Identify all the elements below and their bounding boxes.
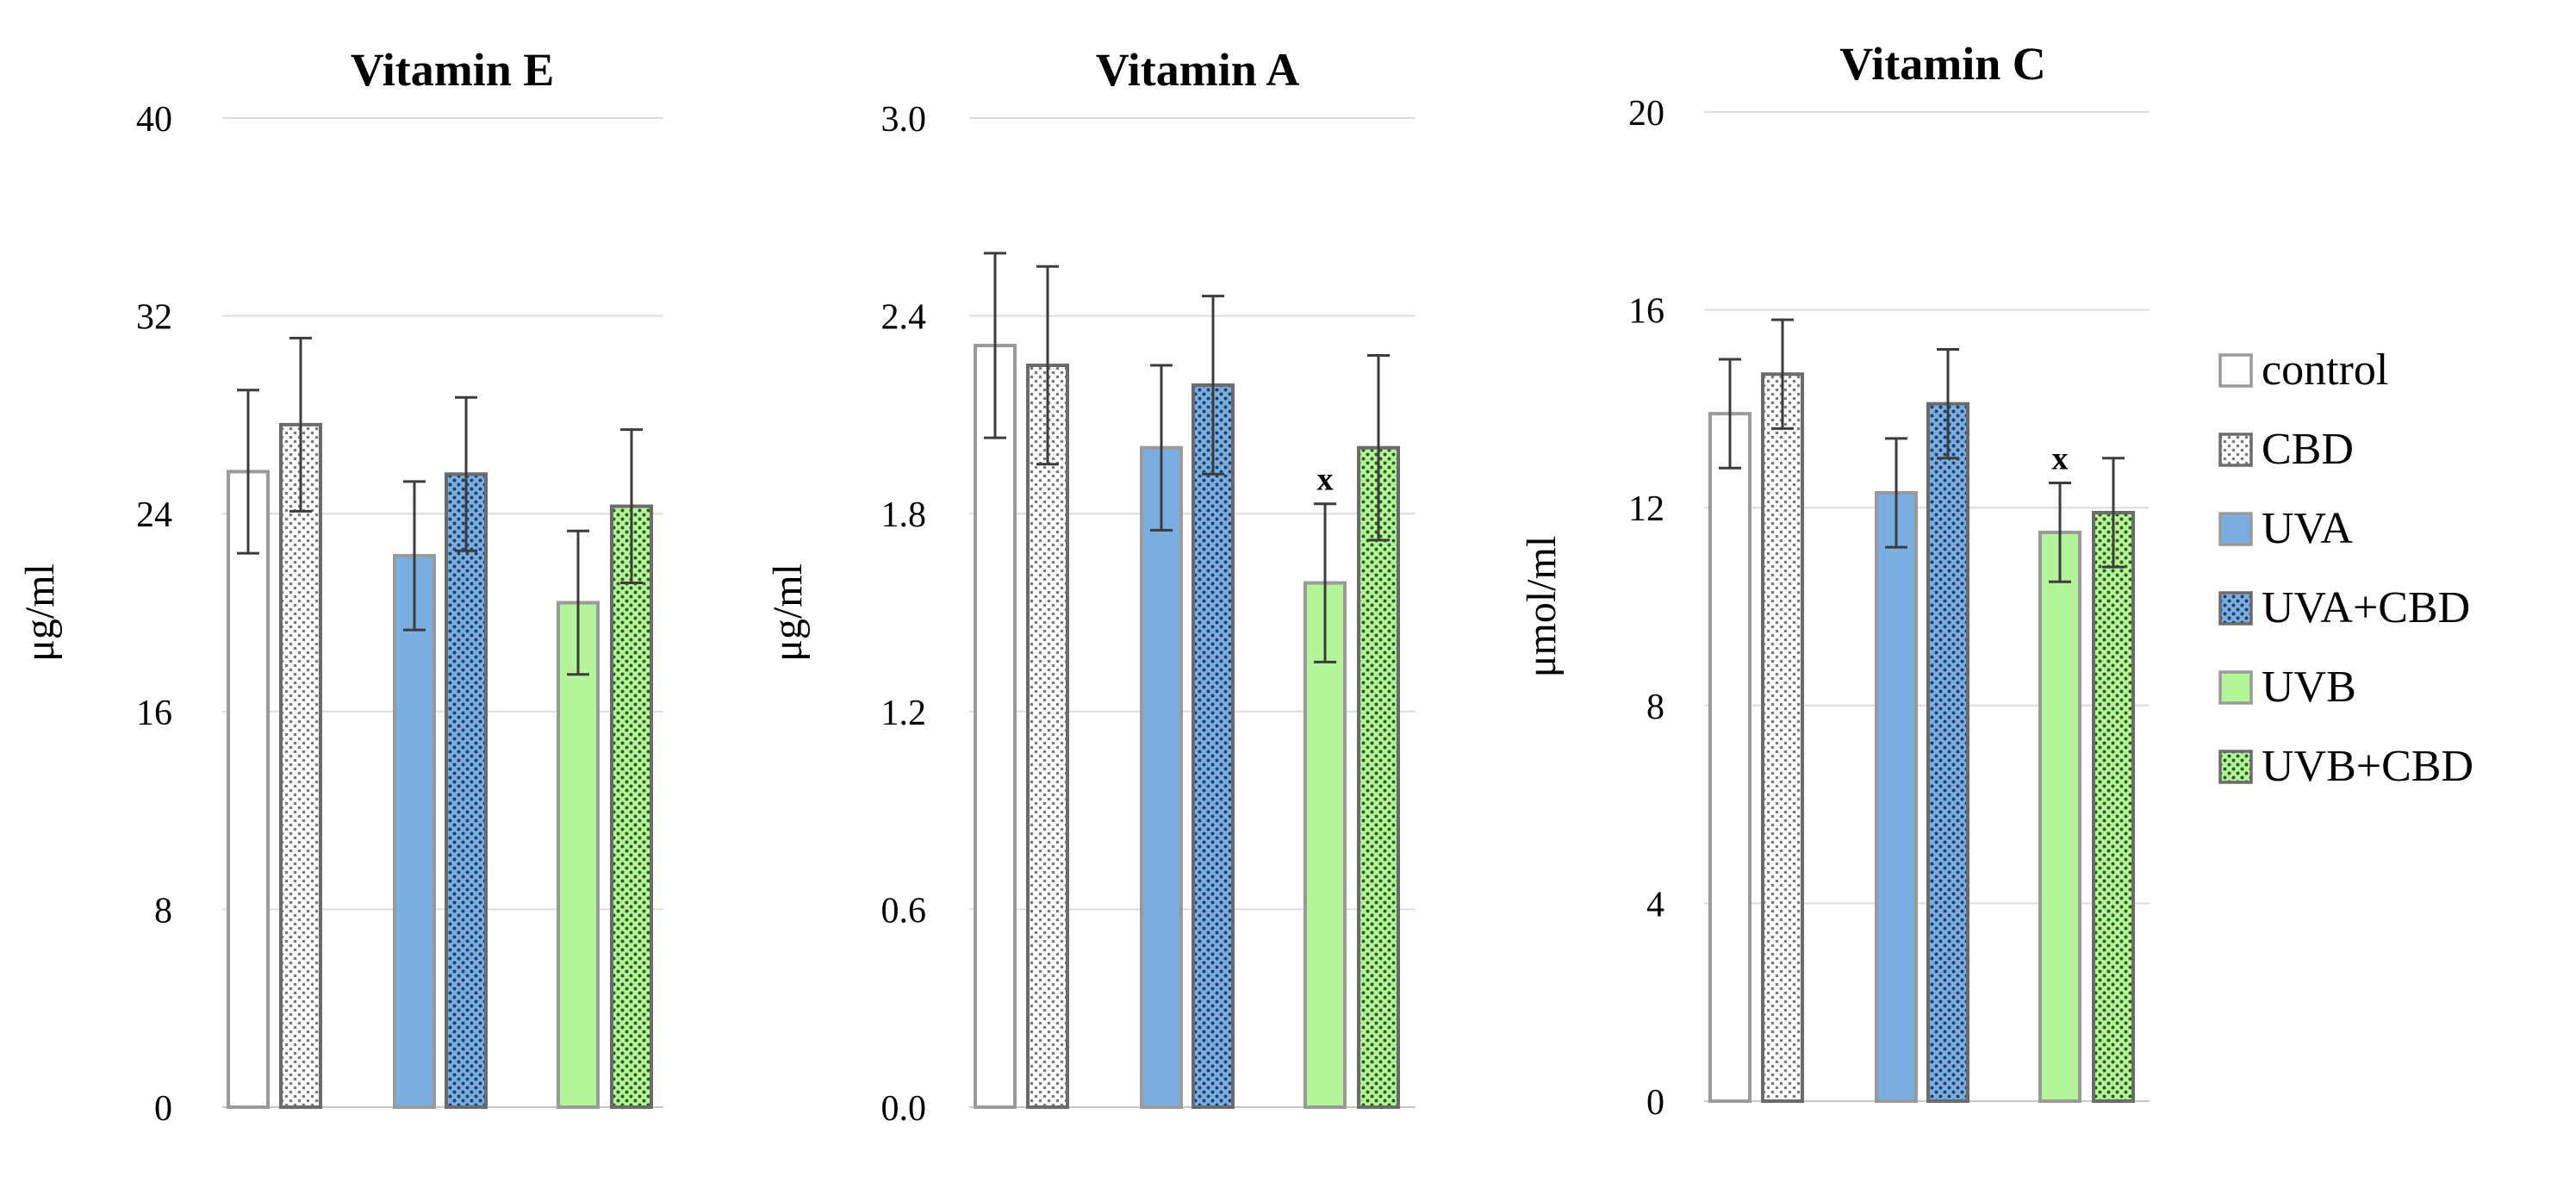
y-tick-label: 0 [1646,1083,1664,1123]
error-bar-cbd [1771,318,1794,430]
y-tick-label: 1.8 [881,495,927,535]
bar-uvb-cbd [1357,445,1400,1109]
y-tick-label: 8 [1646,688,1664,727]
bar-uvb [557,601,600,1109]
error-bar-uva [1150,364,1173,532]
y-tick-label: 3.0 [881,100,927,140]
error-bar-uva-cbd [1937,348,1959,460]
bar-control [227,470,270,1109]
chart-panel-vitamin-e: Vitamin E 0 8 16 24 32 40 μg/ml [17,44,663,1129]
bar-uva-cbd [445,472,488,1109]
legend-item-uvb: UVB [2218,663,2356,712]
bar-cbd [279,422,322,1109]
bar-control [974,344,1017,1110]
bar-uvb [2038,530,2081,1103]
bar-control [1708,412,1752,1103]
y-tick-label: 1.2 [881,694,927,733]
error-bar-uva [403,480,426,632]
error-bar-uvb [1314,502,1336,663]
error-bar-uvb-cbd [2102,457,2125,569]
error-bar-control [237,389,259,555]
bar-uvb-cbd [610,504,653,1109]
significance-marker: x [1317,462,1334,498]
y-axis-label: μg/ml [765,563,811,662]
error-bar-uvb [2049,482,2071,583]
legend-item-cbd: CBD [2218,425,2354,474]
legend-swatch [2218,591,2253,626]
y-tick-label: 0 [154,1089,172,1129]
y-tick-label: 8 [154,891,172,931]
bar-uva [393,553,436,1109]
y-axis-label: μmol/ml [1519,536,1565,677]
y-tick-label: 12 [1628,489,1664,529]
chart-title: Vitamin A [1096,44,1300,96]
error-bar-uva [1885,437,1907,549]
chart-panel-vitamin-a: Vitamin A 0.0 0.6 1.2 1.8 2.4 3.0 μg/ml x [765,44,1416,1129]
legend-item-uvb-cbd: UVB+CBD [2218,742,2473,791]
legend-label: UVB [2262,663,2356,712]
bar-cbd [1026,364,1069,1109]
legend-item-uva: UVA [2218,504,2353,553]
y-tick-label: 2.4 [881,298,927,338]
bar-uvb-cbd [2092,510,2135,1103]
bar-uva-cbd [1926,402,1969,1104]
legend-swatch [2218,433,2253,467]
chart-title: Vitamin E [351,44,555,96]
y-tick-label: 0.0 [881,1089,927,1129]
bar-uva-cbd [1192,383,1235,1109]
legend-item-uva-cbd: UVA+CBD [2218,583,2470,632]
legend-item-control: control [2218,345,2388,395]
error-bar-cbd [1036,265,1059,466]
legend-label: UVB+CBD [2262,742,2473,791]
y-axis-label: μg/ml [17,563,63,662]
y-tick-label: 24 [136,495,172,535]
bar-uva [1140,445,1183,1109]
error-bar-uvb-cbd [620,428,643,585]
y-tick-label: 16 [1628,292,1664,332]
legend-label: UVA [2262,504,2353,553]
y-tick-label: 0.6 [881,891,927,931]
y-tick-label: 16 [136,694,172,733]
error-bar-uvb [567,529,589,676]
legend-label: control [2262,345,2388,395]
significance-marker: x [2052,441,2069,477]
legend-swatch [2218,670,2253,705]
error-bar-cbd [289,336,312,513]
legend-swatch [2218,512,2253,546]
error-bar-control [984,252,1006,439]
legend-swatch [2218,750,2253,784]
legend-label: CBD [2262,425,2354,474]
legend: control CBD UVA UVA+CBD UVB UVB+CBD [2218,345,2473,791]
y-tick-label: 32 [136,298,172,338]
error-bar-uvb-cbd [1367,354,1390,542]
bar-uva [1875,490,1918,1103]
legend-swatch [2218,353,2253,388]
error-bar-uva-cbd [1202,295,1224,476]
legend-label: UVA+CBD [2262,583,2470,632]
chart-panel-vitamin-c: Vitamin C 0 4 8 12 16 20 μmol/ml x [1519,38,2150,1123]
y-tick-label: 4 [1646,885,1664,924]
error-bar-control [1719,358,1741,470]
bar-cbd [1761,372,1804,1104]
error-bar-uva-cbd [455,395,477,552]
chart-title: Vitamin C [1839,38,2046,90]
y-tick-label: 20 [1628,94,1664,134]
y-tick-label: 40 [136,100,172,140]
